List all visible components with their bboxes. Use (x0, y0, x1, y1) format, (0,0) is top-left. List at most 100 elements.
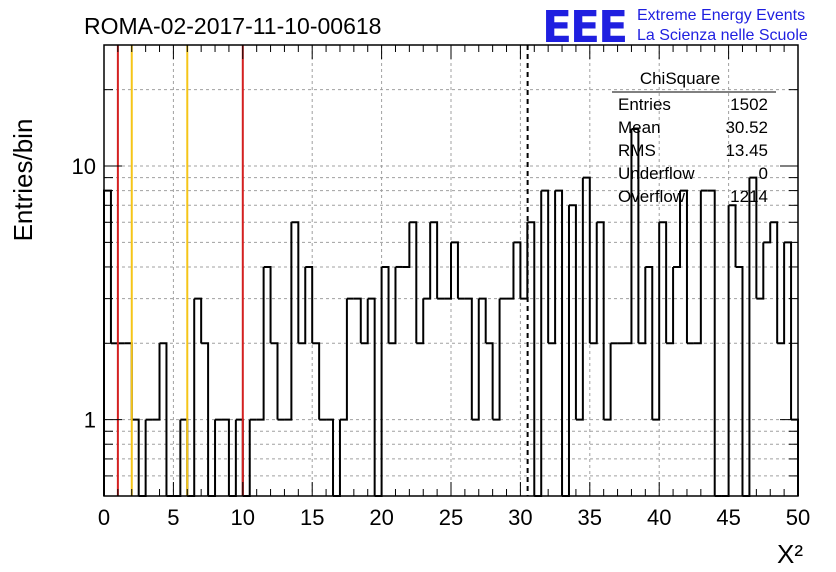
histogram-bin (339, 298, 348, 421)
histogram-bin (256, 266, 265, 421)
histogram-bin (513, 241, 522, 299)
histogram-bin (589, 222, 598, 345)
histogram-bin (742, 177, 751, 497)
histogram-bin (374, 266, 383, 497)
histogram-bin (430, 221, 439, 299)
histogram-bin (353, 297, 362, 344)
logo-line-1: Extreme Energy Events (637, 7, 805, 24)
histogram-bin (221, 418, 230, 496)
eee-logo: EEE Extreme Energy Events La Scienza nel… (542, 2, 808, 53)
histogram-bin (541, 189, 550, 344)
histogram-bin (326, 418, 335, 496)
histogram-bin (527, 221, 536, 496)
x-tick-label: 15 (300, 505, 324, 530)
stats-row-label: Entries (618, 95, 671, 114)
histogram-bin (763, 222, 772, 244)
x-axis-ticks: 0 5 10 15 20 25 30 35 40 45 50 (98, 45, 810, 530)
x-axis-label: X² (777, 539, 803, 569)
histogram-bin (485, 342, 494, 420)
histogram-bin (464, 297, 473, 420)
histogram-bin (159, 342, 168, 496)
stats-row-label: Mean (618, 118, 661, 137)
stats-row-value: 13.45 (725, 141, 768, 160)
stats-row-label: RMS (618, 141, 656, 160)
histogram-bin (131, 418, 140, 496)
histogram-bin (409, 221, 418, 344)
histogram-bin (471, 298, 480, 421)
histogram-bin (152, 343, 161, 421)
histogram-bin (735, 265, 744, 496)
histogram-bin (666, 266, 675, 345)
x-tick-label: 35 (578, 505, 602, 530)
histogram-bin (673, 190, 682, 268)
histogram-bin (749, 176, 758, 299)
histogram-bin (575, 177, 584, 421)
x-tick-label: 5 (167, 505, 179, 530)
histogram-bin (187, 298, 196, 497)
histogram-bin (721, 205, 730, 497)
x-tick-label: 30 (508, 505, 532, 530)
histogram-bin (707, 189, 716, 496)
histogram-bin (659, 221, 668, 344)
histogram-bin (596, 221, 605, 420)
histogram-bin (506, 242, 515, 300)
y-axis-ticks: 1 10 (72, 44, 798, 477)
x-tick-label: 45 (716, 505, 740, 530)
y-tick-label: 10 (72, 154, 96, 179)
stats-box: ChiSquare Entries 1502 Mean 30.52 RMS 13.45 Un… (612, 69, 776, 206)
histogram-bin (624, 128, 633, 345)
histogram-bin (402, 222, 411, 268)
stats-row-value: 1502 (730, 95, 768, 114)
y-tick-label: 1 (84, 408, 96, 433)
histogram-bin (562, 205, 570, 497)
x-tick-label: 0 (98, 505, 110, 530)
histogram-bin (555, 189, 564, 496)
histogram-bin (645, 265, 654, 420)
histogram-bin (263, 265, 272, 344)
stats-title: ChiSquare (640, 69, 720, 88)
histogram-bin (638, 266, 647, 345)
histogram-bin (367, 297, 376, 496)
histogram-bin (416, 298, 425, 345)
logo-line-2: La Scienza nelle Scuole (637, 27, 808, 44)
stats-row-value: 1214 (730, 187, 768, 206)
histogram-bin (548, 190, 557, 345)
histogram-bin (631, 127, 640, 344)
histogram-bin (194, 297, 203, 344)
histogram-bin (770, 221, 779, 344)
histogram-bin (381, 265, 390, 344)
histogram-bin (520, 222, 529, 300)
histogram-bin (478, 297, 487, 344)
histogram-bin (492, 298, 501, 421)
histogram-bin (680, 189, 688, 344)
chart-title: ROMA-02-2017-11-10-00618 (84, 13, 381, 39)
histogram-bin (124, 342, 133, 420)
threshold-lines (116, 45, 529, 496)
histogram-bin (284, 222, 293, 421)
histogram-bin (582, 176, 591, 344)
stats-row-label: Underflow (618, 164, 695, 183)
x-tick-label: 40 (647, 505, 671, 530)
histogram-bin (777, 242, 786, 345)
histogram-bin (360, 298, 369, 345)
stats-row-value: 0 (759, 164, 768, 183)
histogram-bin (784, 241, 793, 420)
histogram-bin (423, 222, 432, 300)
histogram-bin (451, 241, 459, 299)
y-axis-label: Entries/bin (8, 119, 38, 242)
stats-row-label: Overflow (618, 187, 686, 206)
histogram-bin (298, 266, 307, 345)
stats-row-value: 30.52 (725, 118, 768, 137)
x-tick-label: 25 (439, 505, 463, 530)
histogram-bin (312, 342, 321, 420)
histogram-bin (603, 343, 612, 421)
histogram-bin (305, 265, 314, 344)
histogram-bin (568, 204, 577, 420)
histogram-bin (652, 222, 661, 421)
histogram-bin (756, 242, 765, 300)
histogram-bin (693, 190, 702, 345)
histogram-bin (388, 266, 397, 345)
histogram-bin (270, 342, 279, 420)
x-tick-label: 20 (369, 505, 393, 530)
